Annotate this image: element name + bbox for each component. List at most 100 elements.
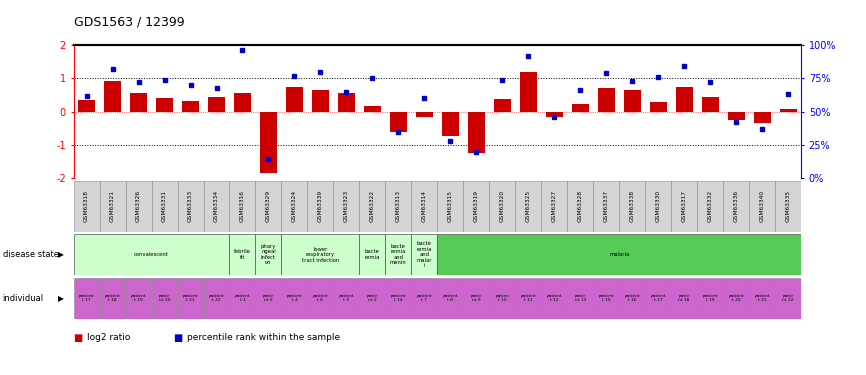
Text: GSM63322: GSM63322 xyxy=(370,190,375,222)
Bar xyxy=(723,278,749,319)
Bar xyxy=(255,278,281,319)
Text: patient
t 4: patient t 4 xyxy=(287,294,302,302)
Text: patient
t 8: patient t 8 xyxy=(443,294,458,302)
Bar xyxy=(619,278,645,319)
Bar xyxy=(749,181,775,232)
Bar xyxy=(338,93,355,112)
Text: ▶: ▶ xyxy=(58,294,64,303)
Bar xyxy=(312,90,329,112)
Bar xyxy=(437,181,463,232)
Text: GSM63331: GSM63331 xyxy=(162,190,167,222)
Bar xyxy=(749,278,775,319)
Text: patient
t 17: patient t 17 xyxy=(79,294,94,302)
Text: patie
nt 13: patie nt 13 xyxy=(574,294,586,302)
Bar xyxy=(307,181,333,232)
Text: GDS1563 / 12399: GDS1563 / 12399 xyxy=(74,15,184,28)
Text: ▶: ▶ xyxy=(58,250,64,259)
Text: bacte
remia
and
malar
i: bacte remia and malar i xyxy=(417,242,432,268)
Bar xyxy=(541,278,567,319)
Text: percentile rank within the sample: percentile rank within the sample xyxy=(187,333,340,342)
Bar xyxy=(598,88,615,112)
Bar xyxy=(74,278,100,319)
Bar xyxy=(100,181,126,232)
Text: GSM63317: GSM63317 xyxy=(682,190,687,222)
Text: GSM63339: GSM63339 xyxy=(318,190,323,222)
Bar xyxy=(779,109,797,112)
Bar xyxy=(489,278,515,319)
Bar xyxy=(281,234,359,275)
Bar xyxy=(333,181,359,232)
Bar xyxy=(463,181,489,232)
Text: GSM63316: GSM63316 xyxy=(240,190,245,222)
Bar xyxy=(416,112,433,117)
Bar xyxy=(489,181,515,232)
Text: GSM63332: GSM63332 xyxy=(708,190,713,222)
Text: GSM63340: GSM63340 xyxy=(759,190,765,222)
Text: patient
t 19: patient t 19 xyxy=(131,294,146,302)
Bar xyxy=(307,278,333,319)
Text: GSM63314: GSM63314 xyxy=(422,190,427,222)
Text: patient
t 12: patient t 12 xyxy=(546,294,562,302)
Bar xyxy=(727,112,745,120)
Bar xyxy=(364,106,381,112)
Bar xyxy=(74,181,100,232)
Bar xyxy=(178,181,204,232)
Bar xyxy=(411,234,437,275)
Bar xyxy=(701,97,719,112)
Bar xyxy=(281,181,307,232)
Bar xyxy=(385,278,411,319)
Text: GSM63330: GSM63330 xyxy=(656,190,661,222)
Text: GSM63318: GSM63318 xyxy=(84,190,89,222)
Bar xyxy=(126,181,152,232)
Text: patie
nt 20: patie nt 20 xyxy=(158,294,171,302)
Bar xyxy=(156,98,173,112)
Bar xyxy=(442,112,459,135)
Bar xyxy=(515,278,541,319)
Bar xyxy=(260,112,277,173)
Text: GSM63338: GSM63338 xyxy=(630,190,635,222)
Text: patient
t 21: patient t 21 xyxy=(183,294,198,302)
Text: patient
t 20: patient t 20 xyxy=(728,294,744,302)
Text: bacte
remia: bacte remia xyxy=(365,249,380,260)
Text: patient
t 18: patient t 18 xyxy=(105,294,120,302)
Bar xyxy=(100,278,126,319)
Text: patient
t 6: patient t 6 xyxy=(313,294,328,302)
Text: GSM63329: GSM63329 xyxy=(266,190,271,222)
Text: patien
t 10: patien t 10 xyxy=(495,294,509,302)
Bar xyxy=(494,99,511,112)
Text: bacte
remia
and
menin: bacte remia and menin xyxy=(390,244,407,265)
Text: patient
t 3: patient t 3 xyxy=(339,294,354,302)
Text: ■: ■ xyxy=(74,333,83,342)
Bar xyxy=(385,181,411,232)
Text: log2 ratio: log2 ratio xyxy=(87,333,131,342)
Bar xyxy=(204,181,229,232)
Bar xyxy=(775,278,801,319)
Bar xyxy=(697,181,723,232)
Bar xyxy=(463,278,489,319)
Text: patient
t 11: patient t 11 xyxy=(520,294,536,302)
Bar xyxy=(645,278,671,319)
Text: patie
nt 22: patie nt 22 xyxy=(782,294,794,302)
Text: individual: individual xyxy=(3,294,43,303)
Text: patie
nt 2: patie nt 2 xyxy=(367,294,378,302)
Bar xyxy=(178,278,204,319)
Bar xyxy=(411,181,437,232)
Bar xyxy=(234,93,251,112)
Text: GSM63315: GSM63315 xyxy=(448,190,453,222)
Text: lower
respiratory
tract infection: lower respiratory tract infection xyxy=(301,247,339,262)
Text: GSM63336: GSM63336 xyxy=(734,190,739,222)
Bar xyxy=(619,181,645,232)
Bar xyxy=(541,181,567,232)
Bar xyxy=(572,104,589,112)
Bar xyxy=(624,90,641,112)
Text: patient
t 16: patient t 16 xyxy=(624,294,640,302)
Bar xyxy=(593,278,619,319)
Text: disease state: disease state xyxy=(3,250,59,259)
Text: GSM63325: GSM63325 xyxy=(526,190,531,222)
Text: patient
t 19: patient t 19 xyxy=(702,294,718,302)
Text: malaria: malaria xyxy=(609,252,630,257)
Bar xyxy=(130,93,147,112)
Bar xyxy=(204,278,229,319)
Bar xyxy=(286,87,303,112)
Bar xyxy=(229,234,255,275)
